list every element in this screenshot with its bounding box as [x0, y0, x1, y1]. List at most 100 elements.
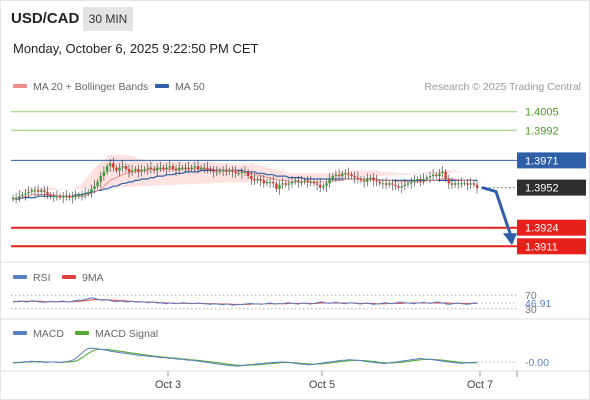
- candle: [65, 190, 68, 201]
- candle: [27, 186, 30, 198]
- legend-swatch-ma20: [13, 84, 27, 88]
- candle: [347, 167, 350, 179]
- candle: [196, 160, 200, 174]
- x-tick-label-1: Oct 3: [155, 379, 181, 391]
- candle: [350, 171, 353, 179]
- candle-body: [315, 183, 319, 185]
- candle: [344, 169, 347, 179]
- candle: [312, 179, 316, 187]
- candle-body: [441, 171, 444, 174]
- legend-label-ma50: MA 50: [175, 81, 205, 93]
- candle: [435, 171, 438, 179]
- candle: [281, 177, 284, 189]
- x-axis: Oct 3 Oct 5 Oct 7: [155, 371, 493, 391]
- candle: [463, 180, 466, 187]
- candle: [256, 176, 259, 184]
- candle-body: [52, 196, 55, 198]
- candle: [149, 161, 153, 174]
- candle-body: [33, 190, 37, 192]
- candle-body: [466, 183, 469, 185]
- candle: [428, 171, 432, 184]
- candle-body: [253, 179, 256, 181]
- candle: [203, 163, 206, 174]
- projection-arrow: [481, 186, 517, 246]
- candle-body: [181, 167, 184, 169]
- candle: [243, 166, 247, 177]
- candle: [228, 167, 231, 175]
- candle: [369, 174, 372, 182]
- candle-body: [58, 196, 62, 198]
- candle-body: [234, 171, 237, 174]
- candle: [14, 193, 18, 204]
- candle-body: [215, 171, 218, 173]
- candle-body: [322, 186, 325, 188]
- candle: [391, 179, 394, 191]
- rsi-current-value: 46.91: [525, 298, 551, 310]
- candle-body: [68, 196, 71, 198]
- rsi-tick-label: 30: [525, 304, 537, 316]
- candle: [159, 161, 162, 172]
- candle: [341, 170, 344, 179]
- candle-body: [290, 181, 294, 184]
- candle: [294, 177, 297, 185]
- candle: [96, 179, 99, 189]
- candle: [259, 174, 262, 187]
- candle: [140, 164, 143, 177]
- candle: [105, 163, 109, 175]
- candle: [237, 170, 240, 177]
- candle-body: [124, 166, 128, 169]
- candle-body: [353, 176, 356, 178]
- candle: [272, 176, 275, 188]
- candle: [212, 166, 215, 178]
- main-legend: MA 20 + Bollinger Bands MA 50 Research ©…: [13, 81, 581, 93]
- candle: [366, 173, 369, 187]
- candle: [303, 177, 306, 185]
- candle: [137, 164, 140, 178]
- candle: [416, 176, 419, 184]
- candle-body: [209, 169, 212, 171]
- candle: [472, 180, 476, 188]
- candle: [419, 174, 422, 187]
- candle: [359, 176, 363, 184]
- candle-body: [143, 169, 146, 171]
- level-label-bg: [517, 179, 586, 196]
- candle: [378, 179, 381, 187]
- candle-body: [359, 179, 363, 181]
- candle: [171, 163, 175, 172]
- candle: [425, 174, 428, 182]
- candle: [74, 190, 77, 201]
- candle: [36, 184, 40, 197]
- candle: [394, 179, 397, 191]
- candle-body: [397, 186, 400, 188]
- candle: [90, 184, 93, 198]
- candle-body: [375, 180, 378, 182]
- candle-body: [11, 197, 15, 199]
- candle-body: [168, 166, 171, 168]
- candle-body: [159, 167, 162, 169]
- candle-body: [457, 183, 460, 185]
- candle-body: [284, 183, 287, 185]
- candle: [156, 163, 159, 177]
- candle: [246, 169, 250, 179]
- candle: [362, 176, 366, 188]
- candle-body: [272, 181, 275, 184]
- candle-body: [278, 184, 281, 189]
- candle-body: [174, 169, 178, 171]
- candle-body: [475, 184, 479, 188]
- candle-body: [268, 181, 272, 183]
- candle-body: [121, 166, 124, 168]
- candle: [165, 163, 168, 175]
- candle-body: [40, 190, 43, 192]
- candle: [52, 191, 55, 202]
- candle-body: [165, 167, 168, 169]
- candle-body: [137, 169, 140, 172]
- timeframe-badge[interactable]: 30 MIN: [83, 7, 133, 31]
- candle: [334, 170, 338, 182]
- candle-body: [337, 174, 341, 177]
- candle: [397, 183, 400, 191]
- candle-body: [127, 169, 131, 172]
- candle-body: [109, 163, 112, 167]
- candle: [21, 191, 24, 199]
